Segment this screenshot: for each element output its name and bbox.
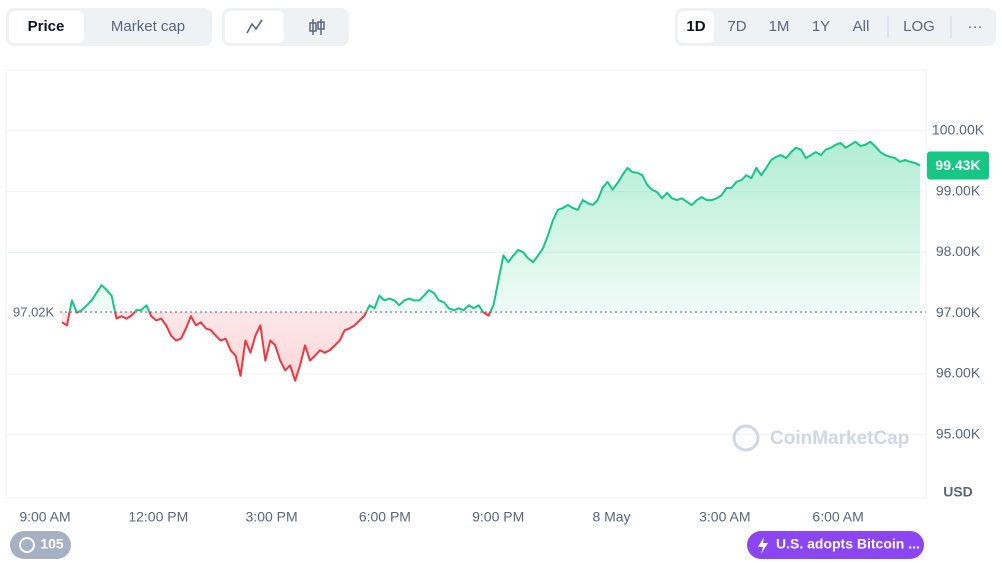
y-tick-label: 99.00K <box>936 182 981 198</box>
range-button[interactable]: 7D <box>727 18 746 35</box>
range-buttons: 1D 7D 1M 1Y All <box>686 18 869 35</box>
more-button[interactable]: ··· <box>968 18 983 35</box>
news-badge[interactable] <box>747 531 924 559</box>
candle-icon[interactable] <box>309 19 325 35</box>
range-group <box>675 8 996 46</box>
x-tick-label: 8 May <box>592 509 630 525</box>
y-tick-label: 100.00K <box>932 121 985 137</box>
baseline-label-bg <box>8 302 60 321</box>
x-tick-label: 12:00 PM <box>128 509 188 525</box>
range-button[interactable]: All <box>853 18 870 35</box>
last-price-badge <box>927 151 989 180</box>
range-button[interactable]: 1D <box>686 18 705 35</box>
x-tick-label: 3:00 AM <box>699 509 750 525</box>
y-tick-label: 96.00K <box>936 365 981 381</box>
y-tick-label: 95.00K <box>936 425 981 441</box>
x-tick-label: 6:00 PM <box>359 509 411 525</box>
baseline-label: 97.02K <box>13 304 55 319</box>
log-button[interactable]: LOG <box>903 18 935 35</box>
y-tick-label: 98.00K <box>936 243 981 259</box>
y-unit: USD <box>943 484 973 500</box>
range-selected <box>678 11 714 43</box>
line-icon <box>246 19 263 34</box>
range-button[interactable]: 1M <box>769 18 790 35</box>
x-tick-label: 3:00 PM <box>246 509 298 525</box>
grid: 95.00K 96.00K 97.00K 98.00K 99.00K 100.00K <box>6 121 985 441</box>
watermark: CoinMarketCap <box>770 428 909 449</box>
tab-label[interactable]: Market cap <box>111 18 185 35</box>
plot: 97.02K 99.43K <box>8 140 989 382</box>
history-count: 105 <box>40 536 64 552</box>
x-tick-label: 9:00 PM <box>472 509 524 525</box>
bolt-icon <box>758 537 768 554</box>
news-text: U.S. adopts Bitcoin ... <box>776 536 920 552</box>
price-area <box>62 141 920 381</box>
x-tick-label: 9:00 AM <box>19 509 70 525</box>
price-line <box>61 140 921 382</box>
tab-price[interactable] <box>9 11 84 43</box>
y-tick-label: 97.00K <box>936 304 981 320</box>
x-tick-label: 6:00 AM <box>812 509 863 525</box>
tab-label: Price <box>28 18 65 35</box>
range-button[interactable]: 1Y <box>812 18 830 35</box>
last-price-label: 99.43K <box>935 157 980 173</box>
history-icon <box>19 537 35 553</box>
watermark-logo <box>732 424 760 452</box>
